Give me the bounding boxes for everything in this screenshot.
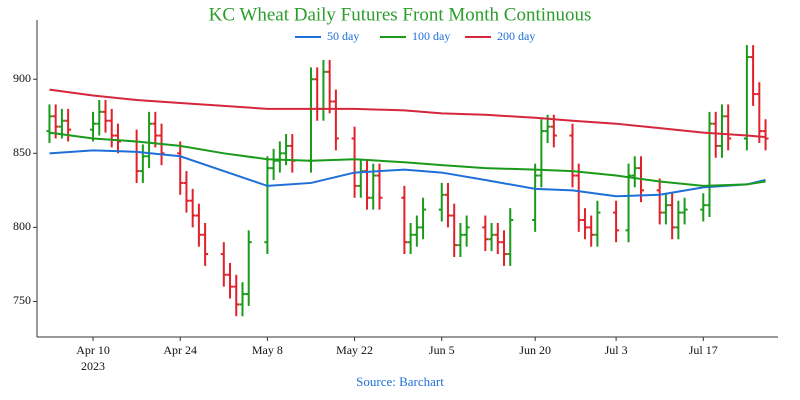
x-tick-label: May 8 xyxy=(252,343,283,357)
legend-label: 50 day xyxy=(327,29,359,43)
x-tick-label: Jun 5 xyxy=(429,343,455,357)
x-tick-label: May 22 xyxy=(336,343,373,357)
legend-label: 200 day xyxy=(497,29,535,43)
x-tick-label: Jul 17 xyxy=(689,343,718,357)
y-tick-label: 750 xyxy=(13,293,31,307)
x-tick-label: Jun 20 xyxy=(519,343,551,357)
legend-label: 100 day xyxy=(412,29,450,43)
y-tick-label: 900 xyxy=(13,71,31,85)
ma-line xyxy=(49,149,766,198)
y-tick-label: 800 xyxy=(13,219,31,233)
y-tick-label: 850 xyxy=(13,145,31,159)
ma-line xyxy=(49,88,766,139)
x-tick-label: Jul 3 xyxy=(605,343,628,357)
chart-title: KC Wheat Daily Futures Front Month Conti… xyxy=(209,4,592,25)
x-tick-label: Apr 24 xyxy=(163,343,197,357)
source: Source: Barchart xyxy=(356,374,444,389)
x-year-label: 2023 xyxy=(81,359,105,373)
ma-line xyxy=(49,131,766,187)
x-tick-label: Apr 10 xyxy=(76,343,110,357)
